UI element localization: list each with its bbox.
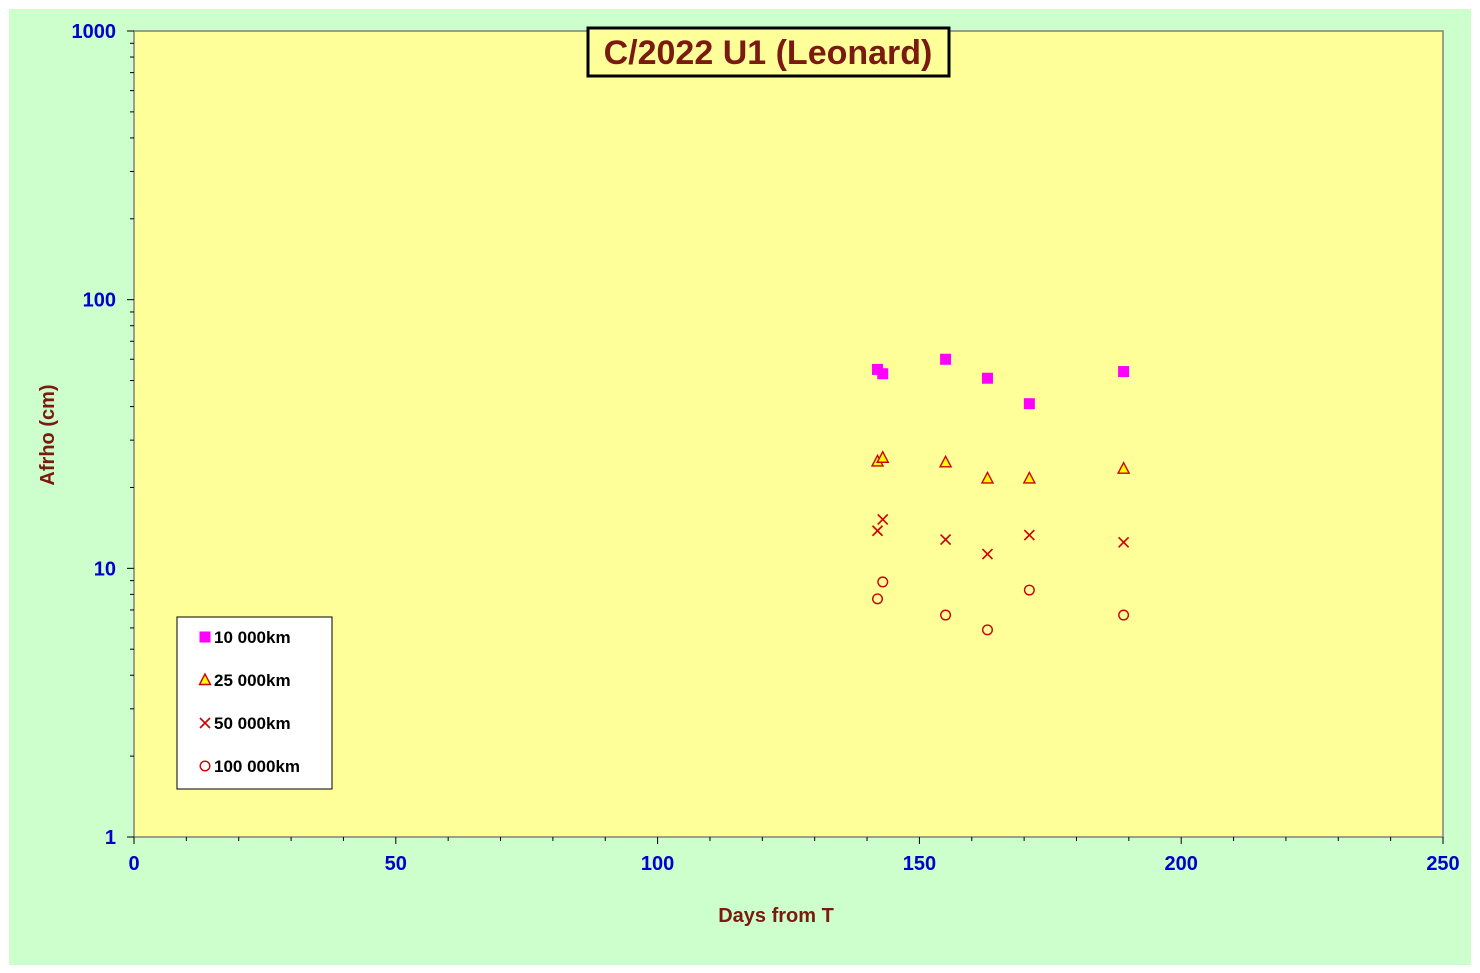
series-circle xyxy=(872,576,1130,636)
data-point-x xyxy=(871,525,884,537)
legend-items: 10 000km 25 000km 50 000km 100 000km xyxy=(198,628,300,776)
legend-label: 10 000km xyxy=(214,628,291,647)
title-frame xyxy=(586,26,951,78)
data-point-circle xyxy=(1118,609,1130,621)
series-triangle xyxy=(870,450,1131,484)
legend-box xyxy=(176,616,333,790)
plot-area xyxy=(133,30,1444,838)
data-point-square xyxy=(877,368,889,380)
x-tick-label: 250 xyxy=(1426,853,1459,875)
data-point-circle xyxy=(1023,584,1035,596)
data-point-circle xyxy=(877,576,889,588)
chart-title: C/2022 U1 (Leonard) xyxy=(604,34,933,72)
data-point-triangle xyxy=(938,454,953,468)
legend-label: 25 000km xyxy=(214,671,291,690)
series-x xyxy=(871,513,1130,560)
legend-item: 25 000km xyxy=(198,671,291,690)
legend-item: 10 000km xyxy=(199,628,291,647)
data-point-square xyxy=(981,372,993,384)
y-tick-label: 10 xyxy=(94,558,116,580)
data-point-square xyxy=(940,353,952,365)
legend-label: 100 000km xyxy=(214,757,300,776)
data-point-x xyxy=(981,548,994,560)
y-tick-label: 100 xyxy=(83,290,116,312)
legend-marker-triangle xyxy=(198,672,212,686)
chart-title-box: C/2022 U1 (Leonard) xyxy=(586,26,951,78)
x-tick-label: 100 xyxy=(641,853,674,875)
x-tick-label: 50 xyxy=(385,853,407,875)
legend-marker-square xyxy=(199,631,211,643)
data-marks xyxy=(870,353,1131,636)
x-tick-label: 200 xyxy=(1165,853,1198,875)
data-point-x xyxy=(877,513,889,526)
y-tick-label: 1 xyxy=(105,827,116,849)
data-point-circle xyxy=(981,624,993,636)
y-axis-label: Afrho (cm) xyxy=(37,384,59,485)
series-square xyxy=(872,353,1130,410)
data-point-triangle xyxy=(980,470,995,484)
legend: 10 000km 25 000km 50 000km 100 000km xyxy=(176,616,333,790)
axes: 0 50 100 150 200 250 1 10 100 1000 xyxy=(72,21,1460,875)
data-point-circle xyxy=(940,609,952,621)
data-point-triangle xyxy=(1022,470,1037,484)
legend-marker-circle xyxy=(199,760,211,772)
data-point-triangle xyxy=(876,450,890,463)
legend-item: 50 000km xyxy=(199,714,291,733)
x-tick-label: 150 xyxy=(903,853,936,875)
x-tick-label: 0 xyxy=(128,853,139,875)
data-point-triangle xyxy=(1116,461,1131,474)
data-point-circle xyxy=(872,593,884,605)
data-point-x xyxy=(1118,536,1130,548)
x-axis-label: Days from T xyxy=(718,905,834,927)
legend-marker-x xyxy=(199,717,211,729)
data-point-square xyxy=(1118,366,1130,378)
y-tick-label: 1000 xyxy=(72,21,117,43)
data-point-x xyxy=(1023,529,1035,541)
data-point-x xyxy=(940,533,952,546)
data-point-square xyxy=(1023,398,1035,410)
legend-item: 100 000km xyxy=(199,757,300,776)
legend-label: 50 000km xyxy=(214,714,291,733)
